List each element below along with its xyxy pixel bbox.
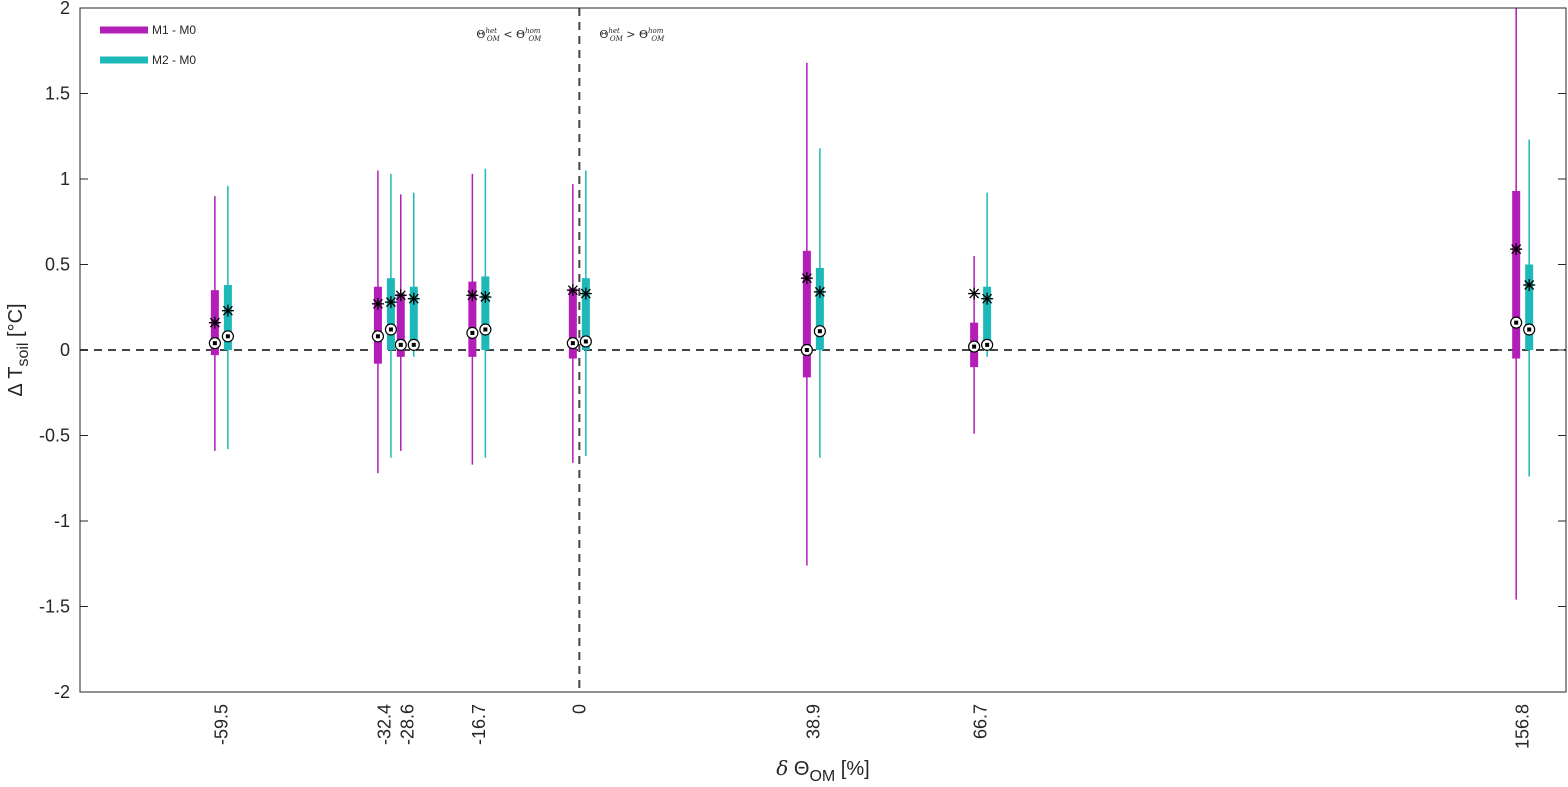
median-dot	[375, 334, 380, 339]
legend: M1 - M0 M2 - M0	[100, 23, 196, 67]
x-tick-label: -32.4	[374, 704, 394, 745]
median-dot	[388, 327, 393, 332]
box	[802, 250, 811, 378]
median-dot	[583, 339, 588, 344]
box-1-0	[221, 185, 234, 450]
y-tick-label: -0.5	[39, 426, 70, 446]
mean-marker-stroke	[1524, 280, 1535, 290]
median-dot	[570, 341, 575, 346]
box	[373, 286, 382, 364]
mean-marker-stroke	[372, 298, 383, 309]
box	[481, 276, 490, 350]
y-tick-label: 0	[60, 340, 70, 360]
box-0-3	[466, 173, 479, 465]
median-dot	[411, 342, 416, 347]
x-tick-label: 0	[569, 704, 589, 714]
median-dot	[817, 329, 822, 334]
box-0-0	[208, 196, 221, 451]
mean-marker-stroke	[395, 290, 406, 301]
x-tick-label: -59.5	[211, 704, 231, 745]
mean-marker-stroke	[467, 290, 478, 301]
x-tick-label: -28.6	[397, 704, 417, 745]
y-tick-label: -1	[54, 511, 70, 531]
box-0-7	[1510, 8, 1523, 600]
x-axis: -59.5 -32.4 -28.6 -16.7 0 38.9 66.7 156.8	[211, 704, 1532, 749]
mean-marker-stroke	[567, 285, 578, 296]
box	[396, 293, 405, 357]
median-dot	[804, 348, 809, 352]
y-tick-label: 2	[60, 0, 70, 18]
y-tick-label: -2	[54, 682, 70, 702]
annotation-right: Θhet OM > Θhom OM	[599, 27, 665, 43]
median-dot	[398, 342, 403, 347]
x-tick-label: 66.7	[971, 704, 991, 739]
box-0-1	[371, 170, 385, 474]
y-axis: -2 -1.5 -1 -0.5 0 0.5 1 1.5 2	[39, 0, 1566, 702]
median-dot	[212, 341, 217, 346]
median-dot	[985, 342, 990, 347]
box-1-1	[384, 173, 398, 458]
mean-marker-stroke	[222, 305, 233, 316]
box-1-4	[579, 170, 592, 457]
box	[468, 281, 477, 357]
box-1-6	[981, 192, 994, 357]
y-axis-label: Δ Tsoil [°C]	[5, 303, 32, 396]
box	[386, 278, 395, 350]
box-0-6	[968, 255, 981, 434]
y-tick-label: 0.5	[45, 255, 70, 275]
x-axis-label: δ ΘOM [%]	[776, 756, 869, 785]
box	[568, 288, 577, 359]
mean-marker-stroke	[982, 293, 993, 304]
series-group	[208, 8, 1536, 600]
box-0-4	[566, 184, 579, 463]
x-tick-label: -16.7	[469, 704, 489, 745]
legend-label: M1 - M0	[152, 23, 196, 37]
box	[815, 267, 824, 350]
box-1-7	[1523, 139, 1536, 477]
mean-marker-stroke	[385, 297, 396, 308]
median-dot	[225, 334, 230, 339]
mean-marker-stroke	[209, 317, 220, 328]
box	[1512, 190, 1521, 359]
box-0-5	[800, 62, 813, 566]
mean-marker-stroke	[1511, 244, 1522, 255]
y-tick-label: 1	[60, 169, 70, 189]
y-tick-label: 1.5	[45, 84, 70, 104]
box	[581, 278, 590, 350]
median-dot	[1514, 320, 1519, 325]
legend-label: M2 - M0	[152, 53, 196, 67]
mean-marker-stroke	[801, 273, 812, 284]
box	[223, 285, 232, 350]
mean-marker-stroke	[580, 288, 591, 299]
mean-marker-stroke	[408, 293, 419, 304]
annotation-left: Θhet OM < Θhom OM	[476, 27, 542, 43]
box-1-2	[407, 192, 420, 357]
box	[409, 286, 418, 350]
x-tick-label: 38.9	[803, 704, 823, 739]
box-0-2	[394, 194, 407, 451]
box-1-3	[479, 168, 492, 458]
median-dot	[470, 330, 475, 335]
x-tick-label: 156.8	[1513, 704, 1533, 749]
box	[1525, 264, 1534, 350]
annotations: Θhet OM < Θhom OM Θhet OM > Θhom OM	[476, 27, 665, 43]
box	[983, 286, 992, 350]
box-1-5	[813, 148, 826, 458]
mean-marker-stroke	[969, 288, 980, 299]
median-dot	[483, 327, 488, 332]
median-dot	[1527, 327, 1532, 332]
y-tick-label: -1.5	[39, 597, 70, 617]
mean-marker-stroke	[814, 286, 825, 297]
median-dot	[972, 344, 977, 349]
mean-marker-stroke	[480, 292, 491, 302]
